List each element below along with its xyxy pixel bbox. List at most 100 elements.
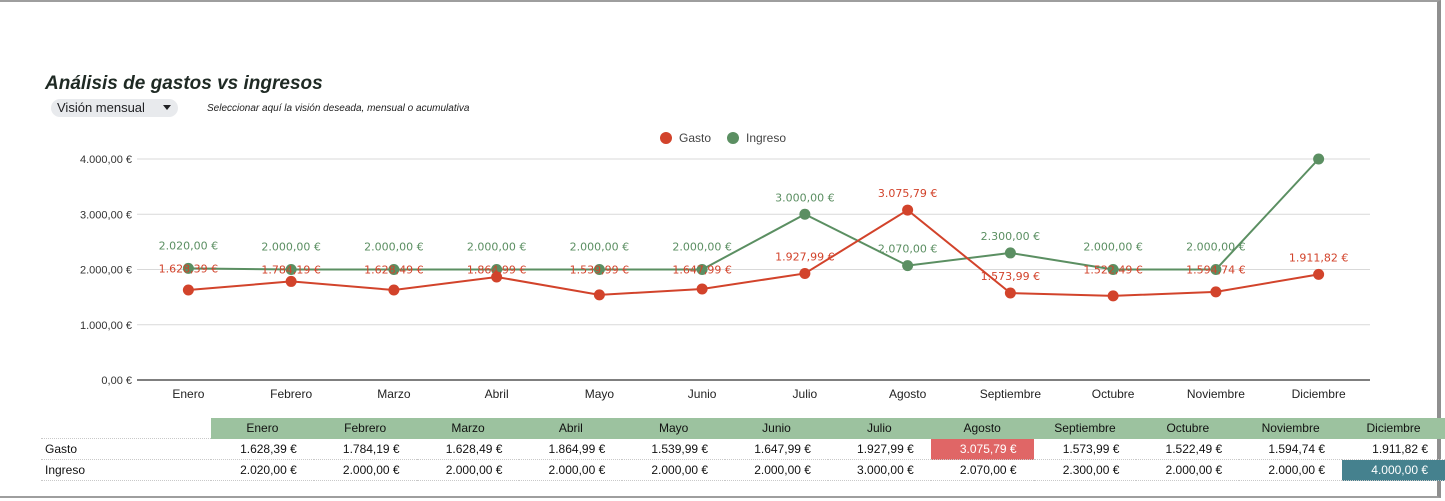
- data-point-gasto: [1107, 290, 1119, 302]
- data-point-gasto: [799, 267, 811, 279]
- data-point-ingreso: [1107, 264, 1119, 275]
- table-cell[interactable]: 1.784,19 €: [313, 438, 417, 460]
- data-point-ingreso: [902, 260, 914, 272]
- table-cell[interactable]: 2.020,00 €: [210, 459, 314, 481]
- view-select[interactable]: Visión mensual: [51, 99, 178, 117]
- table-row: Ingreso 2.020,00 €2.000,00 €2.000,00 €2.0…: [41, 459, 1445, 481]
- data-point-gasto: [696, 283, 708, 295]
- table-corner: [41, 418, 211, 439]
- y-tick-label: 2.000,00 €: [80, 265, 132, 277]
- view-select-value: Visión mensual: [57, 100, 145, 115]
- x-tick-label: Octubre: [1092, 387, 1135, 401]
- table-column-header: Mayo: [622, 418, 726, 439]
- x-tick-label: Noviembre: [1187, 387, 1245, 401]
- data-label-gasto: 1.594,74 €: [1186, 264, 1245, 277]
- table-cell[interactable]: 1.927,99 €: [827, 438, 931, 460]
- y-tick-label: 3.000,00 €: [80, 209, 132, 221]
- x-tick-label: Marzo: [377, 387, 411, 401]
- table-column-header: Abril: [519, 418, 623, 439]
- data-point-ingreso: [388, 264, 400, 275]
- table-cell[interactable]: 1.594,74 €: [1239, 438, 1343, 460]
- table-cell[interactable]: 2.000,00 €: [1239, 459, 1343, 481]
- table-cell[interactable]: 2.000,00 €: [313, 459, 417, 481]
- table-cell[interactable]: 1.628,49 €: [416, 438, 520, 460]
- table-cell[interactable]: 2.070,00 €: [930, 459, 1034, 481]
- x-tick-label: Mayo: [585, 387, 615, 401]
- page-title: Análisis de gastos vs ingresos: [45, 73, 323, 94]
- series-line-ingreso: [188, 158, 1320, 271]
- table-cell[interactable]: 2.000,00 €: [416, 459, 520, 481]
- data-point-ingreso: [1210, 264, 1222, 275]
- legend-marker-gasto: [660, 132, 672, 144]
- data-label-gasto: 1.628,39 €: [159, 262, 218, 275]
- table-cell[interactable]: 2.000,00 €: [725, 459, 828, 481]
- table-column-header: Marzo: [416, 418, 520, 439]
- data-label-ingreso: 2.300,00 €: [981, 230, 1040, 243]
- data-label-ingreso: 2.000,00 €: [467, 241, 526, 254]
- data-point-gasto: [1004, 287, 1016, 299]
- table-column-header: Septiembre: [1033, 418, 1137, 439]
- line-chart: 0,00 € 1.000,00 € 2.000,00 € 3.000,00 € 4.00…: [80, 131, 1370, 401]
- data-point-gasto: [593, 289, 605, 301]
- table-cell[interactable]: 1.647,99 €: [725, 438, 828, 460]
- table-column-header: Julio: [827, 418, 931, 439]
- data-point-ingreso: [1313, 153, 1325, 165]
- data-label-ingreso: 2.000,00 €: [1186, 241, 1245, 254]
- data-label-ingreso: 2.000,00 €: [364, 241, 423, 254]
- table-cell[interactable]: 1.573,99 €: [1033, 438, 1137, 460]
- data-point-gasto: [388, 284, 400, 296]
- table-column-header: Agosto: [930, 418, 1034, 439]
- table-header-row: Enero Febrero Marzo Abril Mayo Junio Julio Agos…: [41, 418, 1445, 439]
- x-tick-label: Febrero: [270, 387, 312, 401]
- data-point-gasto: [182, 284, 194, 296]
- data-point-gasto: [491, 271, 503, 283]
- table-cell[interactable]: 1.911,82 €: [1342, 438, 1445, 460]
- x-tick-label: Abril: [485, 387, 509, 401]
- data-label-ingreso: 2.070,00 €: [878, 243, 937, 256]
- table-cell[interactable]: 1.539,99 €: [622, 438, 726, 460]
- table-column-header: Junio: [725, 418, 828, 439]
- data-point-gasto: [1210, 286, 1222, 298]
- table-cell[interactable]: 4.000,00 €: [1342, 459, 1445, 481]
- view-hint: Seleccionar aquí la visión deseada, mens…: [207, 103, 470, 114]
- x-tick-label: Diciembre: [1292, 387, 1346, 401]
- data-point-ingreso: [593, 264, 605, 275]
- legend-marker-ingreso: [727, 132, 739, 144]
- table-cell[interactable]: 1.628,39 €: [210, 438, 314, 460]
- table-cell[interactable]: 1.864,99 €: [519, 438, 623, 460]
- data-point-ingreso: [285, 264, 297, 275]
- table-row-label: Gasto: [41, 438, 211, 460]
- data-point-gasto: [285, 275, 297, 287]
- data-point-gasto: [1313, 268, 1325, 280]
- legend-label-ingreso: Ingreso: [746, 131, 786, 145]
- table-cell[interactable]: 2.000,00 €: [519, 459, 623, 481]
- data-label-ingreso: 3.000,00 €: [775, 191, 834, 204]
- summary-table: Enero Febrero Marzo Abril Mayo Junio Julio Agos…: [41, 418, 1445, 481]
- data-label-gasto: 1.911,82 €: [1289, 251, 1348, 264]
- table-cell[interactable]: 3.075,79 €: [930, 438, 1034, 460]
- y-tick-label: 4.000,00 €: [80, 154, 132, 166]
- x-tick-label: Septiembre: [980, 387, 1042, 401]
- data-label-ingreso: 2.000,00 €: [1083, 241, 1142, 254]
- chevron-down-icon: [163, 105, 171, 110]
- data-label-gasto: 1.864,99 €: [467, 264, 526, 277]
- table-cell[interactable]: 3.000,00 €: [827, 459, 931, 481]
- table-cell[interactable]: 1.522,49 €: [1136, 438, 1240, 460]
- data-label-gasto: 1.628,49 €: [364, 264, 423, 277]
- data-label-gasto: 1.539,99 €: [570, 264, 629, 277]
- table-cell[interactable]: 2.000,00 €: [1136, 459, 1240, 481]
- table-column-header: Febrero: [313, 418, 417, 439]
- data-label-gasto: 1.522,49 €: [1083, 264, 1142, 277]
- table-row: Gasto 1.628,39 €1.784,19 €1.628,49 €1.864…: [41, 438, 1445, 460]
- table-cell[interactable]: 2.300,00 €: [1033, 459, 1137, 481]
- table-cell[interactable]: 2.000,00 €: [622, 459, 726, 481]
- y-tick-label: 0,00 €: [101, 375, 132, 387]
- table-column-header: Enero: [210, 418, 314, 439]
- x-tick-label: Junio: [688, 387, 717, 401]
- data-label-ingreso: 2.000,00 €: [672, 241, 731, 254]
- data-point-ingreso: [1004, 247, 1016, 259]
- data-label-gasto: 1.784,19 €: [261, 264, 320, 277]
- table-column-header: Diciembre: [1342, 418, 1445, 439]
- data-point-ingreso: [696, 264, 708, 275]
- data-point-ingreso: [799, 208, 811, 220]
